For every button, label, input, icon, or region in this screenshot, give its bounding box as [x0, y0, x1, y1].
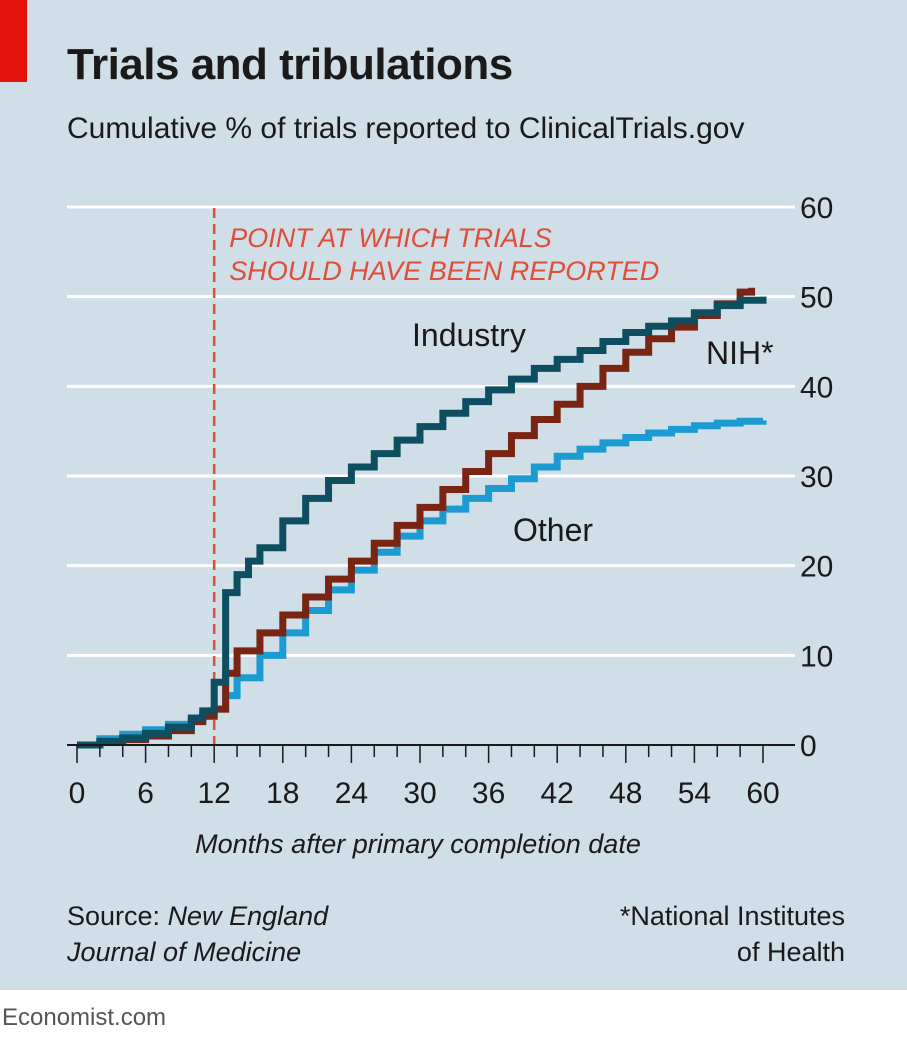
x-axis-title: Months after primary completion date — [195, 829, 641, 859]
y-tick-label-40: 40 — [800, 371, 833, 404]
brand-footer: Economist.com — [2, 1004, 167, 1031]
series-label-nih: NIH* — [706, 335, 774, 371]
y-tick-label-0: 0 — [800, 730, 817, 763]
y-tick-label-20: 20 — [800, 551, 833, 584]
x-tick-label-12: 12 — [198, 777, 231, 810]
series-line-nih — [77, 287, 756, 749]
x-tick-label-48: 48 — [609, 777, 642, 810]
y-tick-label-30: 30 — [800, 461, 833, 494]
annotation-line1: POINT AT WHICH TRIALS — [229, 223, 552, 253]
source-journal-line2: Journal of Medicine — [67, 937, 302, 967]
series-line-other — [77, 417, 767, 749]
x-tick-label-60: 60 — [746, 777, 779, 810]
x-tick-label-36: 36 — [472, 777, 505, 810]
x-tick-label-30: 30 — [403, 777, 436, 810]
chart-subtitle: Cumulative % of trials reported to Clini… — [67, 112, 745, 145]
y-tick-label-50: 50 — [800, 282, 833, 315]
source-prefix: Source: — [67, 901, 168, 931]
x-tick-label-0: 0 — [69, 777, 86, 810]
axes: 0 10 20 30 40 50 60 0 6 12 18 24 30 36 42 48 54 60 Months … — [67, 192, 833, 859]
footnote: *National Institutes of Health — [620, 898, 845, 970]
chart-title: Trials and tribulations — [67, 40, 513, 89]
annotation-line2: SHOULD HAVE BEEN REPORTED — [229, 256, 659, 286]
chart-panel — [0, 0, 907, 990]
series-line-industry — [77, 296, 767, 749]
source-note: Source: New England Journal of Medicine — [67, 898, 328, 970]
x-tick-label-24: 24 — [335, 777, 368, 810]
y-tick-label-60: 60 — [800, 192, 833, 225]
brand-red-tab — [0, 0, 27, 82]
y-tick-label-10: 10 — [800, 640, 833, 673]
x-tick-label-6: 6 — [137, 777, 154, 810]
footnote-line1: *National Institutes — [619, 901, 845, 931]
x-tick-label-54: 54 — [678, 777, 711, 810]
series-lines — [77, 287, 767, 749]
source-journal-line1: New England — [167, 901, 329, 931]
series-labels: Industry NIH* Other — [412, 317, 774, 548]
series-label-industry: Industry — [412, 317, 526, 353]
x-tick-label-42: 42 — [541, 777, 574, 810]
series-label-other: Other — [513, 512, 593, 548]
gridlines — [67, 205, 795, 657]
footnote-line2: of Health — [736, 937, 845, 967]
x-tick-label-18: 18 — [266, 777, 299, 810]
